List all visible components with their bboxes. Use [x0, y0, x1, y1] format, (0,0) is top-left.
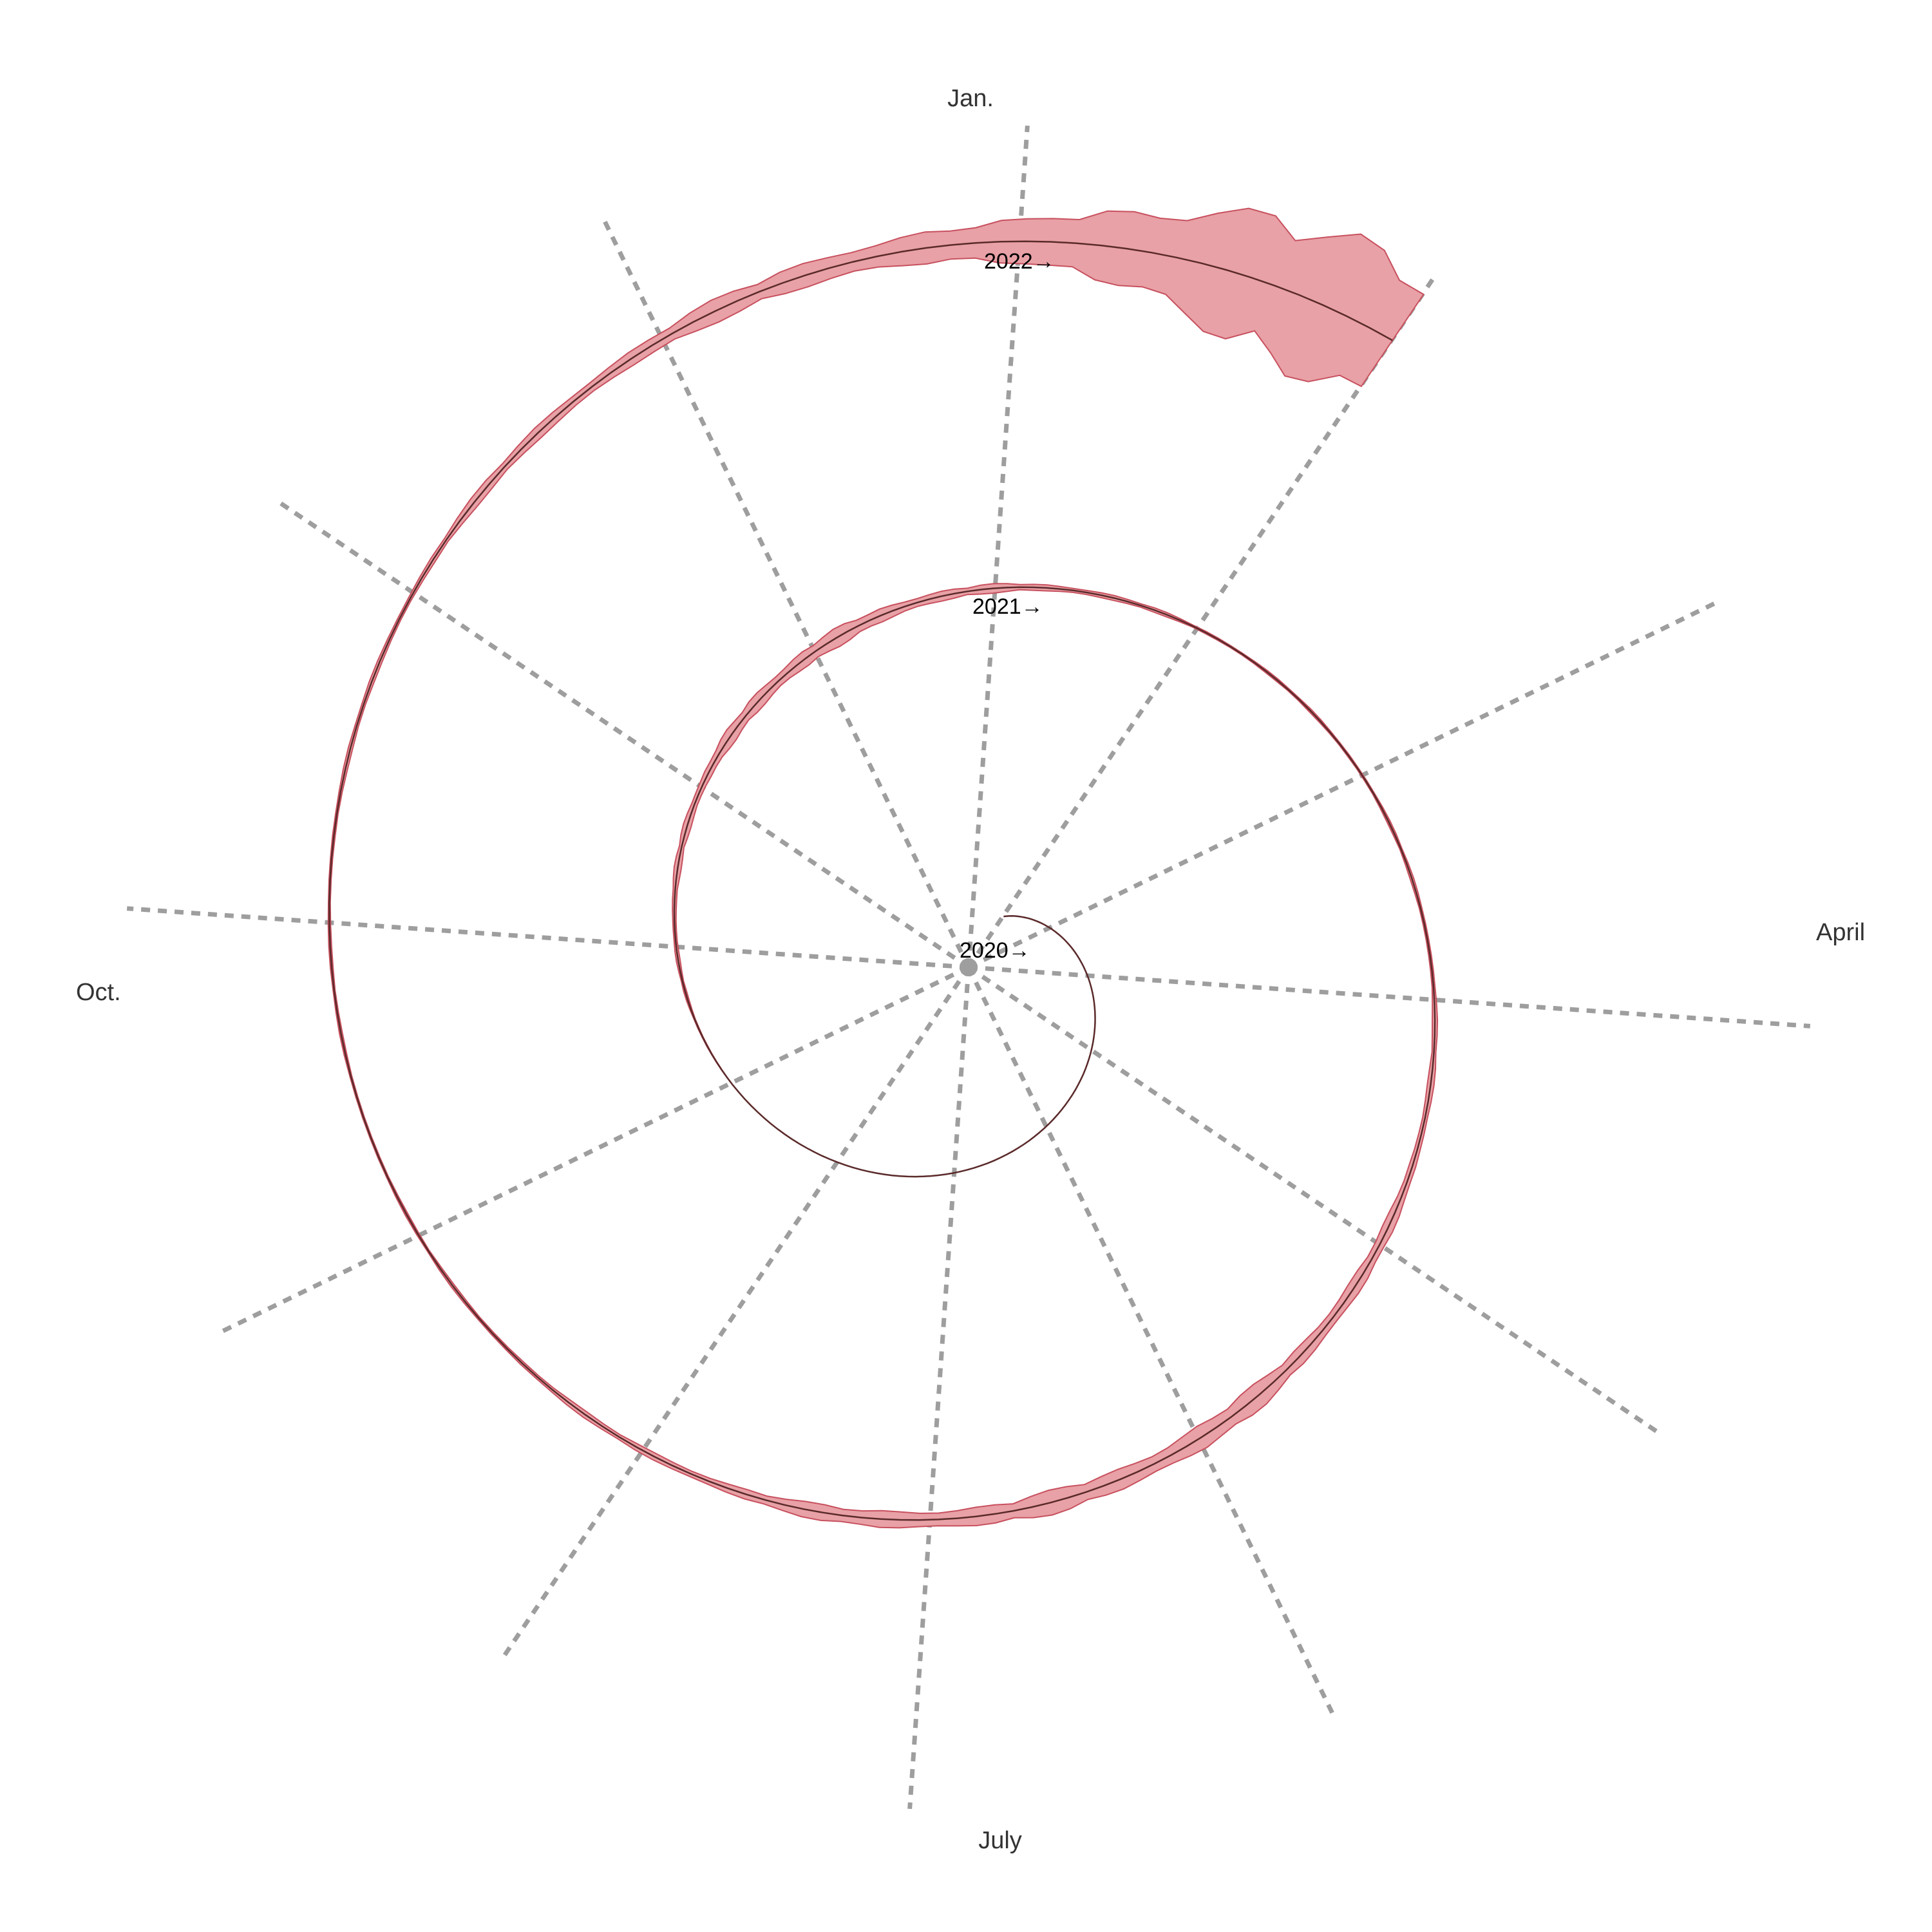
month-gridline	[278, 500, 970, 969]
month-label-jan: Jan.	[947, 85, 994, 112]
month-gridline	[967, 277, 1435, 969]
month-gridline	[602, 220, 971, 969]
center-dot	[962, 961, 975, 974]
month-gridline	[221, 965, 970, 1334]
spiral-center	[962, 961, 975, 974]
month-gridlines	[126, 125, 1811, 1810]
year-label-2022: 2022→	[984, 249, 1055, 274]
month-label-april: April	[1816, 919, 1865, 946]
month-gridline	[967, 965, 1659, 1434]
month-gridline	[967, 601, 1716, 970]
month-label-oct: Oct.	[76, 979, 121, 1006]
month-gridline	[502, 966, 971, 1658]
spiral-series	[328, 240, 1436, 1521]
confidence-band	[327, 207, 1439, 1529]
month-gridline	[966, 966, 1335, 1715]
series-line	[328, 240, 1436, 1521]
month-label-july: July	[978, 1827, 1022, 1854]
month-gridline	[966, 125, 1030, 968]
series-band	[327, 207, 1439, 1529]
month-gridline	[126, 906, 969, 970]
month-gridline	[968, 965, 1811, 1028]
year-label-2020: 2020→	[960, 938, 1030, 963]
month-gridline	[907, 967, 971, 1810]
year-label-2021: 2021→	[972, 594, 1043, 619]
